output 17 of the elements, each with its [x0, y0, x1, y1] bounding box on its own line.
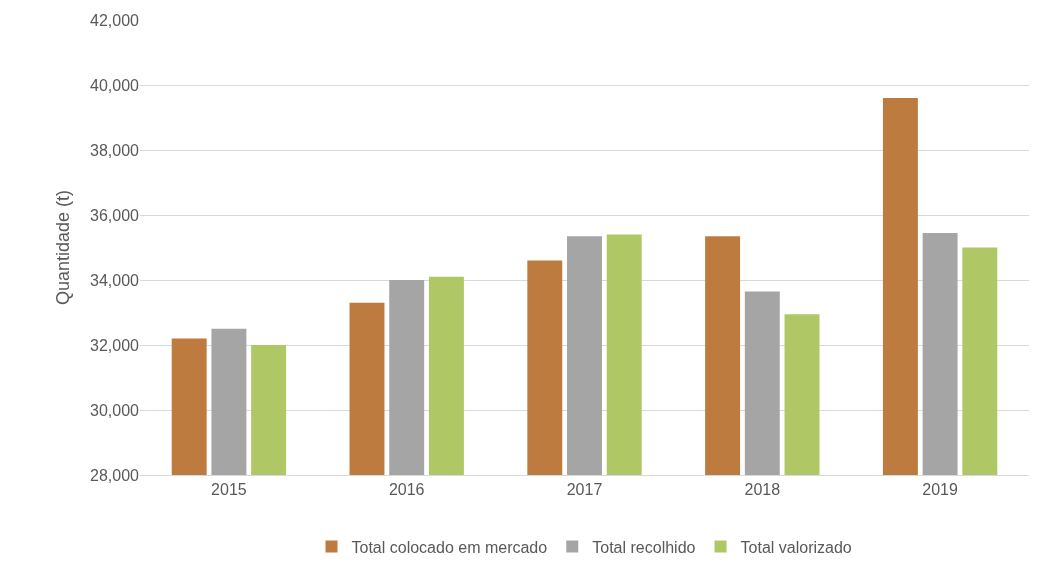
x-tick-label: 2016 — [388, 481, 425, 499]
x-tick-label: 2017 — [566, 481, 603, 499]
y-tick-label: 38,000 — [90, 141, 140, 159]
legend-label: Total valorizado — [740, 538, 852, 556]
y-tick-label: 30,000 — [90, 401, 140, 419]
y-tick-label: 34,000 — [90, 271, 140, 289]
y-tick-label: 40,000 — [90, 76, 140, 94]
y-tick-label: 36,000 — [90, 206, 140, 224]
x-tick-label: 2018 — [744, 481, 781, 499]
y-axis-title: Quantidade (t) — [53, 189, 74, 306]
y-tick-label: 42,000 — [90, 11, 140, 29]
x-tick-label: 2015 — [211, 481, 247, 499]
legend-label: Total colocado em mercado — [351, 538, 548, 556]
y-tick-label: 28,000 — [90, 466, 140, 484]
x-tick-label: 2019 — [922, 481, 958, 499]
legend-label: Total recolhido — [592, 538, 696, 556]
y-tick-label: 32,000 — [90, 336, 140, 354]
